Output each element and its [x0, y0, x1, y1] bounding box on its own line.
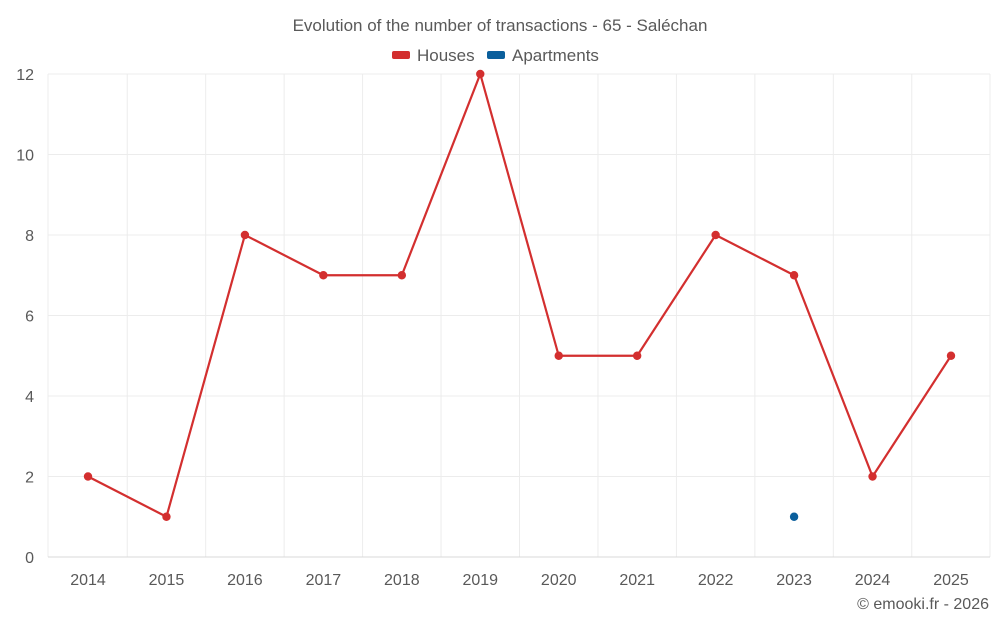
y-tick-label-6: 6: [25, 309, 34, 326]
series: [86, 72, 953, 518]
y-tick-label-0: 0: [25, 550, 34, 567]
credit-text: © emooki.fr - 2026: [857, 596, 989, 613]
series-line-houses-0: [86, 72, 953, 518]
y-tick-label-12: 12: [16, 67, 34, 84]
x-tick-label-2025: 2025: [933, 572, 969, 589]
legend[interactable]: Houses Apartments: [392, 46, 599, 65]
x-tick-label-2018: 2018: [384, 572, 420, 589]
data-point-houses-2018: [397, 271, 407, 280]
x-tick-label-2020: 2020: [541, 572, 577, 589]
legend-label-houses: Houses: [417, 46, 475, 65]
chart-title: Evolution of the number of transactions …: [293, 16, 708, 35]
y-tick-label-4: 4: [25, 389, 34, 406]
data-point-houses-2025: [946, 351, 956, 360]
x-tick-label-2023: 2023: [776, 572, 812, 589]
x-tick-label-2017: 2017: [306, 572, 342, 589]
data-point-houses-2016: [240, 230, 250, 240]
data-point-houses-2019: [476, 69, 485, 79]
x-tick-label-2021: 2021: [619, 572, 655, 589]
data-point-apartments-2023: [789, 512, 799, 521]
data-point-houses-2017: [319, 271, 328, 280]
axes: 0 2 4 6 8 10 12 2014 2015 2016 2017 2018 2019 2020 202…: [16, 67, 969, 589]
y-tick-label-2: 2: [25, 470, 34, 487]
data-point-houses-2023: [789, 271, 799, 280]
y-tick-label-10: 10: [16, 148, 34, 165]
x-tick-label-2015: 2015: [149, 572, 185, 589]
x-tick-label-2019: 2019: [462, 572, 498, 589]
grid: [47, 73, 991, 558]
y-tick-label-8: 8: [25, 228, 34, 245]
x-tick-label-2014: 2014: [70, 572, 106, 589]
x-tick-label-2022: 2022: [698, 572, 734, 589]
legend-item-houses[interactable]: Houses: [392, 46, 475, 65]
legend-swatch-houses: [392, 51, 410, 59]
data-point-houses-2014: [83, 472, 93, 481]
legend-item-apartments[interactable]: Apartments: [487, 46, 599, 65]
x-tick-label-2024: 2024: [855, 572, 891, 589]
data-point-houses-2021: [632, 351, 642, 360]
legend-label-apartments: Apartments: [512, 46, 599, 65]
data-point-houses-2020: [554, 351, 563, 360]
x-tick-label-2016: 2016: [227, 572, 263, 589]
data-point-houses-2022: [711, 230, 720, 240]
data-point-houses-2015: [162, 512, 171, 521]
legend-swatch-apartments: [487, 51, 505, 59]
data-point-houses-2024: [868, 472, 877, 481]
data-points: [83, 69, 956, 521]
